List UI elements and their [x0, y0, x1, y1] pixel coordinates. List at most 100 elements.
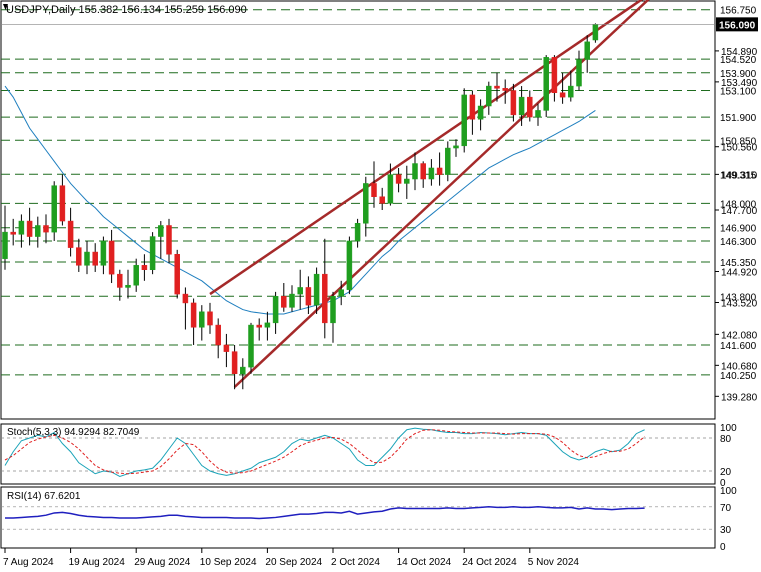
level-label-bg [716, 3, 758, 16]
rsi-axis-label: 100 [720, 486, 737, 497]
candle-body [510, 90, 517, 116]
collapse-arrow-icon[interactable] [3, 4, 8, 10]
price-axis-tick-label: 140.680 [721, 361, 758, 372]
candle-body [223, 344, 230, 352]
level-label-bg [716, 84, 758, 97]
candle-body [592, 24, 599, 41]
level-label-bg [716, 256, 758, 268]
candle-body [395, 174, 402, 184]
candle-body [67, 220, 74, 248]
price-axis-tick-label: 144.920 [721, 268, 758, 279]
current-price-tag [716, 17, 758, 32]
rsi-pane-border [0, 486, 716, 549]
price-pane: USDJPY,Daily 155.382 156.134 155.259 156… [0, 0, 716, 420]
candle-body [190, 302, 197, 328]
candle-body [199, 311, 205, 328]
rsi-axis-label: 30 [720, 525, 732, 536]
level-label: 153.100 [720, 87, 757, 98]
candle-body [215, 324, 221, 346]
candle-body [436, 167, 443, 175]
date-axis-label: 20 Sep 2024 [265, 557, 322, 568]
candle-body [133, 265, 139, 286]
candle-body [289, 293, 295, 308]
level-label-bg [716, 168, 758, 181]
date-axis-label: 5 Nov 2024 [528, 557, 580, 568]
candles [2, 23, 599, 390]
date-axis-label: 19 Aug 2024 [69, 557, 126, 568]
level-label: 149.315 [720, 170, 757, 181]
price-axis-tick-label: 147.700 [721, 206, 758, 217]
candle-body [35, 225, 41, 237]
candle-body [420, 163, 426, 180]
candle-body [51, 185, 57, 233]
candle-body [76, 247, 82, 266]
channel-lower-line [233, 0, 650, 388]
rsi-value-line [5, 506, 645, 520]
channel-upper-line [209, 0, 644, 296]
candle-body [363, 183, 369, 224]
level-label: 154.520 [720, 55, 757, 66]
candle-body [100, 240, 107, 266]
stochastic-lines [4, 427, 645, 478]
level-label: 143.800 [720, 292, 757, 303]
stochastic-axis-label: 0 [720, 478, 726, 489]
price-axis-tick-label: 149.310 [721, 170, 758, 181]
candle-body [371, 183, 377, 197]
candle-body [568, 85, 574, 98]
candle-body [330, 296, 336, 324]
candle-body [256, 324, 262, 328]
date-axis-label: 7 Aug 2024 [3, 557, 54, 568]
level-label: 141.600 [720, 341, 757, 352]
candle-body [117, 273, 123, 288]
candle-body [166, 225, 172, 255]
rsi-title: RSI(14) 67.6201 [7, 491, 81, 502]
level-label-bg [716, 197, 758, 210]
candle-body [26, 220, 33, 237]
candle-body [248, 324, 254, 368]
candle-body [43, 225, 49, 233]
candle-body [404, 178, 410, 184]
candle-body [354, 223, 361, 242]
level-label: 145.350 [720, 258, 757, 269]
price-axis: 156.750 154.520 153.900 153.100 151.900 150.8… [1, 3, 758, 403]
candle-body [428, 167, 435, 180]
candle-body [338, 289, 344, 297]
candle-body [18, 220, 25, 235]
candle-body [231, 351, 238, 374]
current-price-label: 156.090 [719, 20, 756, 31]
candle-body [535, 110, 541, 118]
stochastic-signal-line [4, 429, 645, 475]
candle-body [469, 94, 476, 120]
candle-body [576, 59, 582, 87]
candle-body [543, 57, 549, 111]
date-axis-label: 14 Oct 2024 [397, 557, 452, 568]
rsi-line [5, 506, 645, 520]
candle-body [149, 236, 156, 270]
candle-body [10, 231, 16, 235]
candle-body [379, 196, 385, 204]
candle-body [2, 231, 8, 259]
candle-body [477, 105, 484, 120]
stochastic-pane-border [0, 423, 716, 485]
candle-body [453, 145, 459, 149]
candle-body [551, 57, 558, 93]
level-label: 150.850 [720, 136, 757, 147]
candle-body [84, 251, 90, 266]
candle-body [305, 287, 312, 306]
stochastic-axis-label: 100 [720, 423, 737, 434]
price-axis-tick-label: 142.080 [721, 330, 758, 341]
level-label-bg [716, 134, 758, 147]
date-axis-label: 29 Aug 2024 [134, 557, 191, 568]
price-axis-tick-label: 153.490 [721, 78, 758, 89]
candle-body [494, 85, 500, 89]
level-label-bg [716, 66, 758, 79]
rsi-axis-label: 0 [720, 542, 726, 553]
price-axis-tick-label: 154.890 [721, 47, 758, 58]
candle-body [272, 296, 279, 324]
rsi-levels [1, 506, 715, 530]
candle-body [486, 85, 492, 107]
